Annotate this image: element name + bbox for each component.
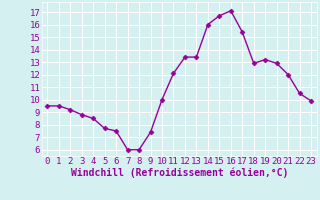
X-axis label: Windchill (Refroidissement éolien,°C): Windchill (Refroidissement éolien,°C) <box>70 168 288 178</box>
